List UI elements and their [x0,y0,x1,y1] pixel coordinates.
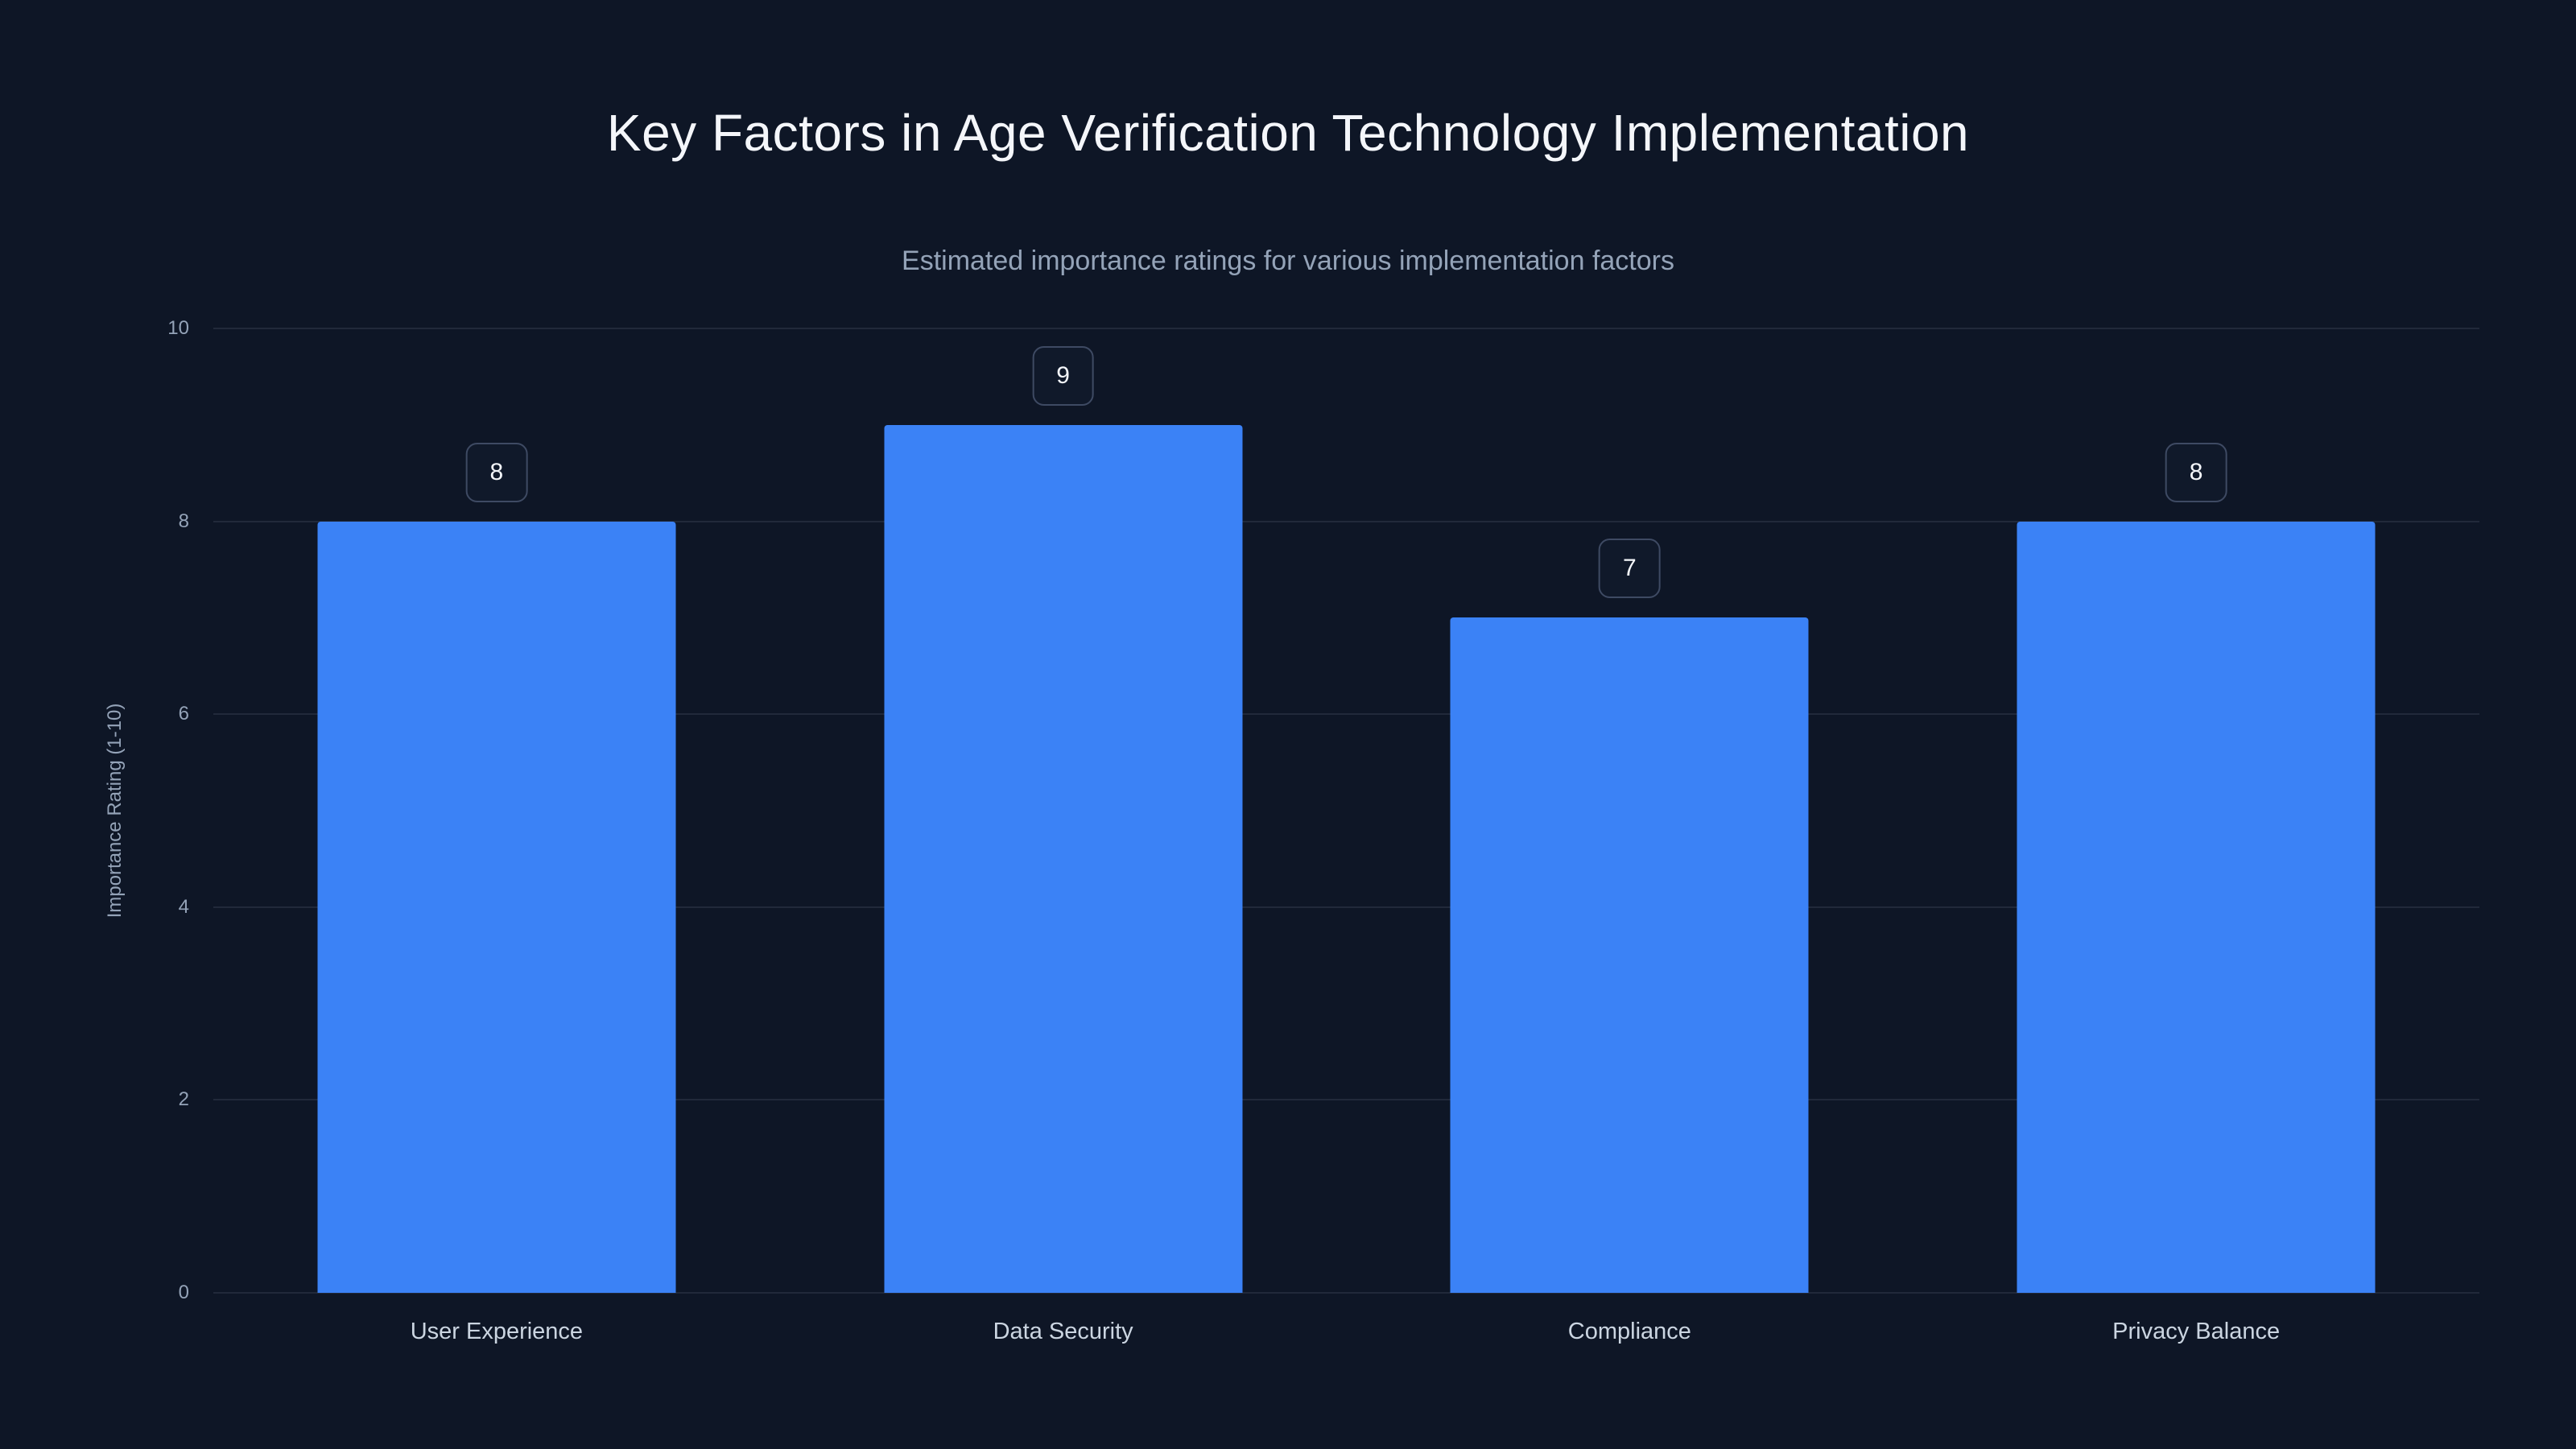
gridline [213,1099,2479,1101]
y-tick-label: 0 [178,1282,189,1303]
gridline [213,906,2479,908]
category-label: User Experience [410,1319,584,1344]
y-tick-label: 4 [178,895,189,918]
y-axis-ticks: 0 2 4 6 8 10 [167,319,2479,1302]
gridline [213,520,2479,522]
y-tick-label: 6 [178,703,189,725]
gridline-layer [213,328,2479,1294]
chart-title: Key Factors in Age Verification Technolo… [606,104,1970,162]
category-label: Compliance [1567,1319,1691,1344]
bar[interactable] [317,521,676,1293]
plot-area: 0 2 4 6 8 10 8 User Experience 9 Data Security 7 C… [167,319,2479,1344]
bar[interactable] [2017,521,2376,1293]
gridline [213,713,2479,716]
chart-subtitle: Estimated importance ratings for various… [902,246,1674,276]
value-badge: 8 [2165,442,2227,502]
bar[interactable] [884,424,1243,1293]
bar-series: 8 User Experience 9 Data Security 7 Complianc… [213,328,2479,1344]
bar-column: 8 Privacy Balance [1913,328,2479,1344]
category-label: Privacy Balance [2112,1319,2281,1344]
value-badge: 8 [465,442,528,502]
gridline [213,328,2479,329]
y-tick-label: 10 [167,317,189,339]
y-tick-label: 2 [178,1088,189,1111]
bar-column: 9 Data Security [780,328,1347,1344]
bar[interactable] [1450,617,1809,1293]
value-badge: 7 [1599,539,1661,599]
y-axis-title: Importance Rating (1-10) [104,703,126,919]
bar-column: 8 User Experience [213,328,780,1344]
bar-column: 7 Compliance [1347,328,1913,1344]
gridline [213,1292,2479,1294]
value-badge: 9 [1032,345,1094,406]
y-tick-label: 8 [178,510,189,532]
category-label: Data Security [993,1319,1133,1344]
